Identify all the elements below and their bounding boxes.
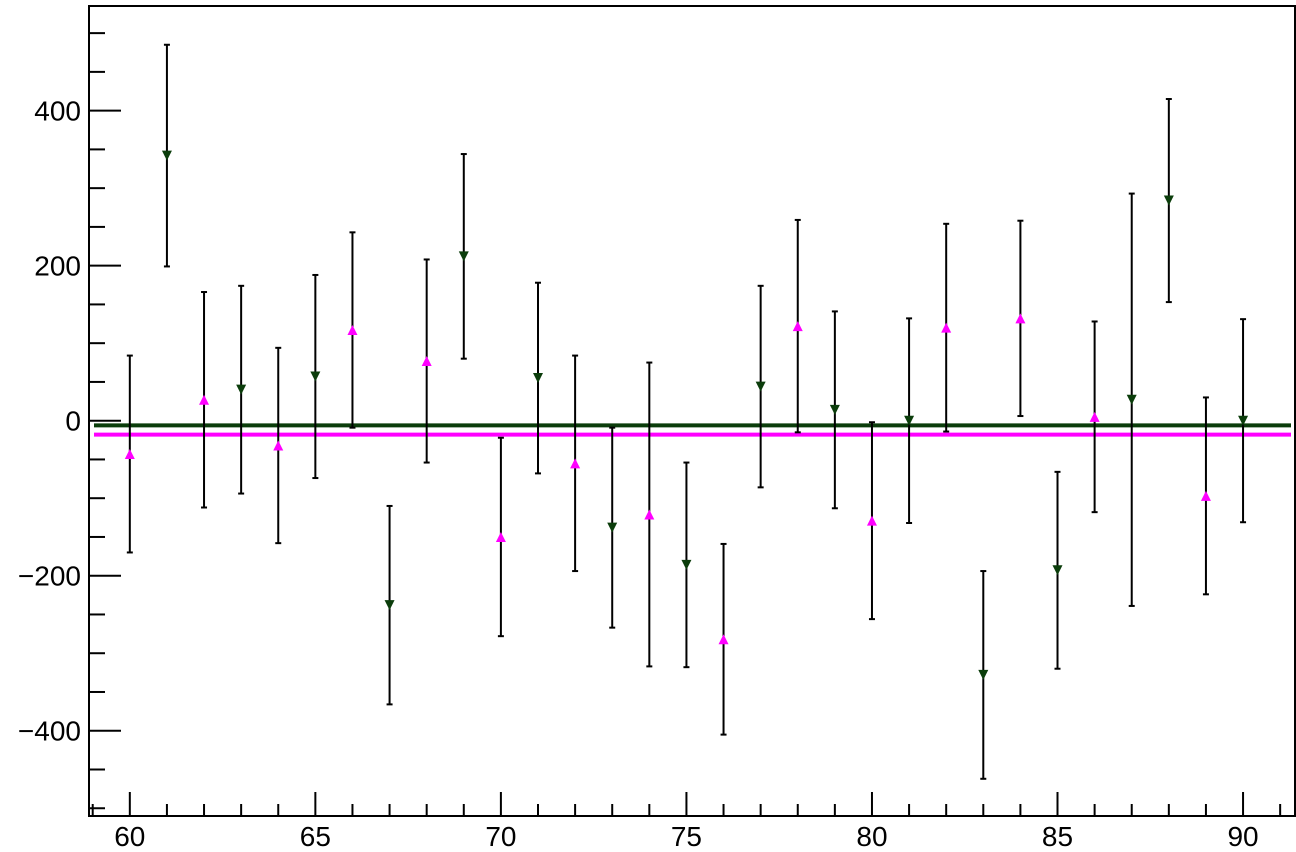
data-point [458, 153, 469, 360]
marker-triangle-down [681, 559, 692, 570]
y-tick-labels: −400 −200 0 200 400 [18, 96, 81, 747]
data-point [1089, 320, 1100, 514]
marker-triangle-up [421, 356, 432, 367]
data-point [273, 346, 284, 545]
marker-triangle-up [124, 449, 135, 460]
marker-triangle-up [199, 394, 210, 405]
data-point [644, 361, 655, 668]
marker-triangle-down [904, 415, 915, 426]
data-point [1126, 192, 1137, 607]
marker-triangle-down [458, 251, 469, 262]
data-point [310, 273, 321, 480]
x-tick-label: 80 [856, 821, 887, 852]
data-point [607, 426, 618, 629]
data-point [570, 354, 581, 573]
data-point [161, 43, 172, 268]
x-tick-label: 85 [1042, 821, 1073, 852]
marker-triangle-up [1015, 313, 1026, 324]
data-point [681, 461, 692, 669]
marker-triangle-down [1163, 195, 1174, 206]
plot-frame [88, 5, 1296, 817]
data-point [495, 436, 506, 638]
x-tick-label: 65 [300, 821, 331, 852]
marker-triangle-down [310, 371, 321, 382]
data-point [384, 504, 395, 706]
y-axis-ticks [89, 32, 121, 810]
data-point [866, 421, 877, 621]
marker-triangle-up [866, 515, 877, 526]
marker-triangle-up [273, 440, 284, 451]
marker-triangle-down [161, 150, 172, 161]
data-point [421, 258, 432, 464]
x-tick-label: 90 [1227, 821, 1258, 852]
x-tick-label: 60 [114, 821, 145, 852]
data-point [792, 218, 803, 434]
y-tick-label: 200 [34, 251, 81, 282]
data-point [347, 231, 358, 429]
marker-triangle-down [607, 522, 618, 533]
marker-triangle-up [718, 634, 729, 645]
x-tick-label: 75 [671, 821, 702, 852]
data-point [124, 354, 135, 554]
marker-triangle-down [829, 404, 840, 415]
data-point [1163, 98, 1174, 304]
marker-triangle-up [347, 325, 358, 335]
x-axis-ticks [91, 792, 1282, 816]
x-tick-labels: 60 65 70 75 80 85 90 [114, 821, 1258, 852]
data-point [904, 317, 915, 525]
data-point [199, 291, 210, 509]
marker-triangle-down [1052, 565, 1063, 576]
marker-triangle-down [1238, 415, 1249, 426]
marker-triangle-up [495, 531, 506, 542]
y-tick-label: 400 [34, 96, 81, 127]
marker-triangle-down [1126, 394, 1137, 405]
marker-triangle-down [236, 384, 247, 395]
data-point [1052, 470, 1063, 670]
y-tick-label: 0 [65, 406, 81, 437]
data-points [124, 43, 1249, 780]
x-tick-label: 70 [485, 821, 516, 852]
data-point [941, 222, 952, 433]
marker-triangle-down [533, 373, 544, 384]
y-tick-label: −200 [18, 561, 81, 592]
marker-triangle-down [755, 381, 766, 392]
marker-triangle-up [792, 321, 803, 332]
marker-triangle-up [570, 458, 581, 469]
marker-triangle-down [384, 600, 395, 611]
data-point [1200, 396, 1211, 596]
marker-triangle-up [1200, 490, 1211, 501]
marker-triangle-up [644, 509, 655, 520]
y-tick-label: −400 [18, 716, 81, 747]
data-point [533, 281, 544, 475]
data-point [978, 570, 989, 780]
data-point [1015, 219, 1026, 418]
marker-triangle-up [1089, 411, 1100, 422]
data-point [236, 284, 247, 495]
marker-triangle-down [978, 669, 989, 680]
data-point [829, 310, 840, 510]
fit-lines [94, 423, 1291, 437]
data-point [755, 284, 766, 489]
data-point [718, 542, 729, 736]
marker-triangle-up [941, 322, 952, 333]
data-point [1238, 318, 1249, 524]
